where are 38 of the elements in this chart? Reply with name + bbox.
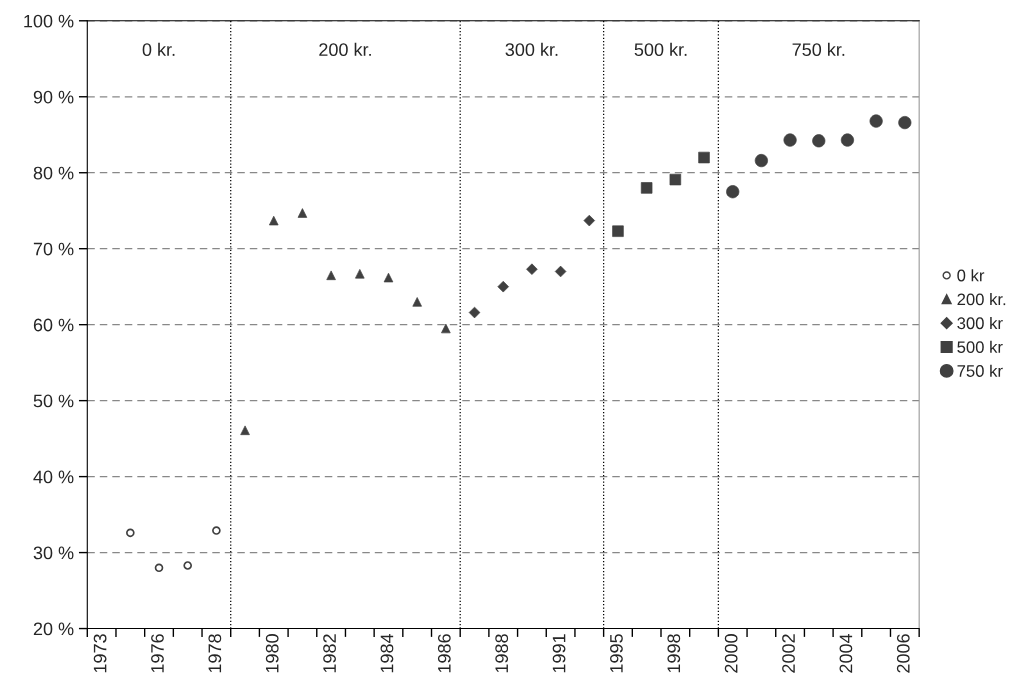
point (212, 526, 221, 535)
legend-label: 750 kr (957, 364, 1003, 377)
x-tick-label: 1976 (151, 634, 164, 673)
y-tick-label: 60 % (33, 318, 74, 332)
legend-label: 300 kr (957, 316, 1003, 330)
y-tick-label: 80 % (33, 166, 74, 180)
x-tick-label: 1980 (265, 634, 279, 673)
y-tick-label: 50 % (33, 394, 74, 408)
y-tick-label: 40 % (33, 470, 74, 484)
y-tick-label: 90 % (33, 90, 74, 104)
x-tick-label: 1995 (610, 634, 623, 673)
x-tick-label: 2004 (839, 633, 853, 673)
x-tick-label: 1973 (93, 634, 107, 673)
legend-label: 500 kr (957, 340, 1003, 354)
x-tick-label: 1984 (380, 633, 394, 673)
y-tick-label: 70 % (33, 242, 74, 256)
y-tick-label: 20 % (33, 622, 74, 636)
y-tick-label: 100 % (24, 14, 74, 28)
x-tick-label: 2006 (896, 634, 910, 673)
annotation: 200 kr. (319, 42, 371, 57)
x-tick-label: 1986 (437, 634, 451, 673)
x-tick-label: 1991 (552, 634, 566, 673)
x-tick-label: 1988 (495, 634, 509, 673)
annotation: 750 kr. (792, 42, 845, 57)
point (183, 561, 193, 570)
x-tick-label: 1998 (667, 634, 681, 673)
y-tick-label: 30 % (33, 546, 74, 560)
x-tick-label: 2000 (724, 634, 738, 673)
legend-label: 200 kr. (957, 293, 1006, 306)
point (126, 528, 135, 538)
x-tick-label: 2002 (782, 634, 795, 673)
point (154, 563, 164, 573)
annotation: 300 kr. (505, 42, 558, 57)
annotation: 0 kr. (142, 42, 175, 57)
legend-label: 0 kr (957, 269, 985, 282)
x-tick-label: 1982 (323, 634, 336, 673)
x-tick-label: 1978 (208, 634, 222, 673)
annotation: 500 kr. (634, 42, 687, 57)
